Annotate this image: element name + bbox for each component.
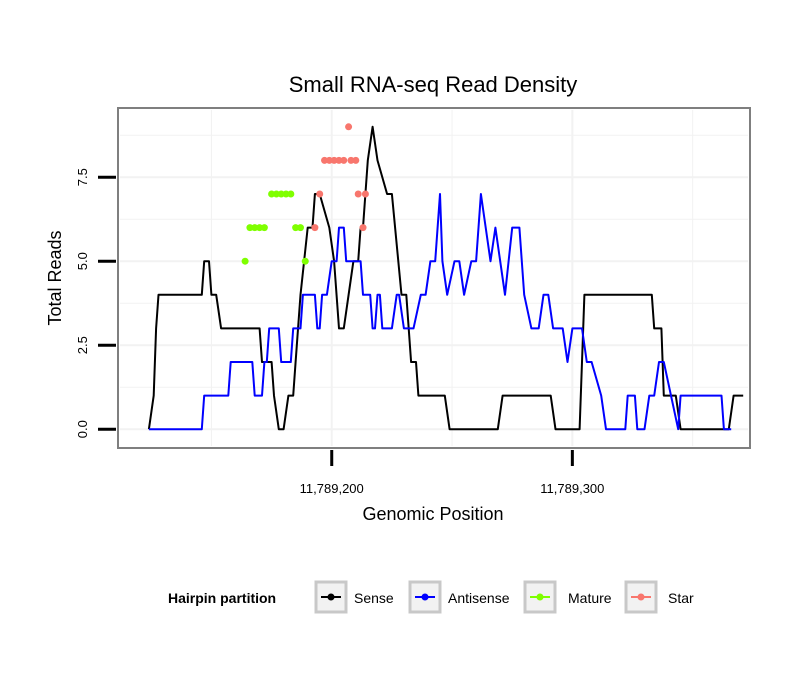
chart-title: Small RNA-seq Read Density [289, 72, 578, 97]
y-axis: 0.0 2.5 5.0 7.5 [75, 168, 116, 438]
legend-marker-antisense [421, 593, 429, 601]
star-point [321, 156, 329, 164]
y-tick-label: 5.0 [75, 252, 90, 270]
mature-point [268, 190, 276, 198]
mature-point [296, 224, 304, 232]
y-axis-title: Total Reads [45, 230, 65, 325]
star-point [311, 224, 319, 232]
mature-point [246, 224, 254, 232]
star-point [359, 224, 367, 232]
legend-label-antisense: Antisense [448, 590, 510, 606]
legend-label-mature: Mature [568, 590, 612, 606]
star-point [330, 156, 338, 164]
series-points [241, 123, 369, 265]
star-point [316, 190, 324, 198]
star-point [347, 156, 355, 164]
legend-label-sense: Sense [354, 590, 394, 606]
mature-point [241, 257, 249, 265]
plot-panel [117, 107, 751, 449]
mature-point [277, 190, 285, 198]
mature-point [282, 190, 290, 198]
star-point [345, 123, 353, 131]
star-point [361, 190, 369, 198]
y-tick-label: 2.5 [75, 336, 90, 354]
mature-point [260, 224, 268, 232]
star-point [352, 156, 360, 164]
x-axis-title: Genomic Position [362, 504, 503, 524]
legend-marker-star [637, 593, 645, 601]
star-point [340, 156, 348, 164]
legend-marker-sense [327, 593, 335, 601]
legend-marker-mature [536, 593, 544, 601]
y-tick-label: 7.5 [75, 168, 90, 186]
mature-point [301, 257, 309, 265]
mature-point [272, 190, 280, 198]
mature-point [256, 224, 264, 232]
mature-point [292, 224, 300, 232]
legend-label-star: Star [668, 590, 694, 606]
antisense-line [148, 193, 732, 431]
star-point [354, 190, 362, 198]
mature-point [251, 224, 259, 232]
x-tick-label: 11,789,200 [300, 481, 364, 496]
legend: Hairpin partition Sense Antisense Mature St… [168, 580, 694, 614]
star-point [335, 156, 343, 164]
x-tick-label: 11,789,300 [540, 481, 604, 496]
y-tick-label: 0.0 [75, 420, 90, 438]
star-point [325, 156, 333, 164]
legend-title: Hairpin partition [168, 590, 276, 606]
x-axis: 11,789,200 11,789,300 [300, 450, 604, 496]
mature-point [287, 190, 295, 198]
